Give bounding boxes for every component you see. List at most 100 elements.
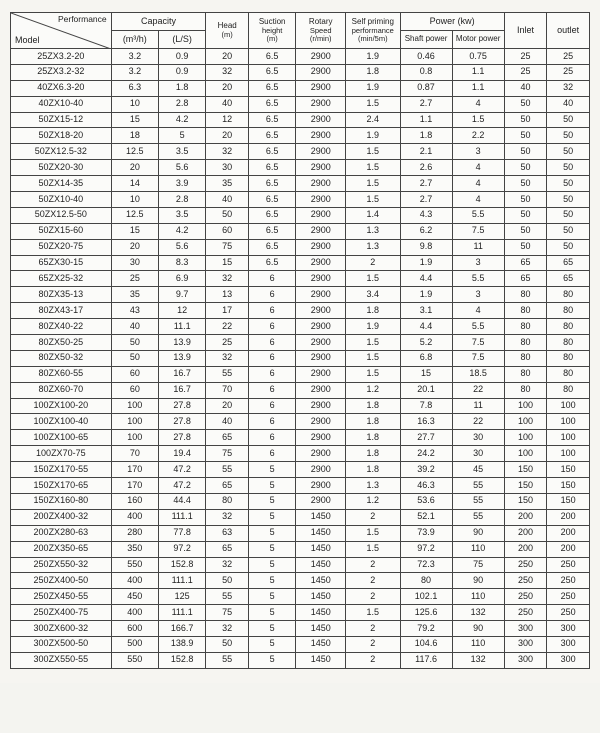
cell-value: 5 <box>159 128 206 144</box>
cell-value: 2.7 <box>400 96 452 112</box>
cell-value: 30 <box>206 160 249 176</box>
cell-value: 20 <box>206 49 249 65</box>
cell-value: 2900 <box>296 223 346 239</box>
cell-value: 6 <box>248 366 295 382</box>
cell-value: 150 <box>547 462 590 478</box>
cell-value: 0.8 <box>400 64 452 80</box>
table-row: 25ZX3.2-323.20.9326.529001.80.81.12525 <box>11 64 590 80</box>
cell-value: 65 <box>206 430 249 446</box>
cell-value: 4.4 <box>400 319 452 335</box>
table-row: 50ZX18-20185206.529001.91.82.25050 <box>11 128 590 144</box>
spec-table: Performance Model Capacity Head (m) Suct… <box>10 12 590 669</box>
cell-value: 2900 <box>296 335 346 351</box>
cell-value: 15 <box>206 255 249 271</box>
table-row: 100ZX100-4010027.840629001.816.322100100 <box>11 414 590 430</box>
cell-value: 0.87 <box>400 80 452 96</box>
table-row: 300ZX500-50500138.950514502104.611030030… <box>11 636 590 652</box>
cell-value: 6.5 <box>248 192 295 208</box>
cell-value: 5 <box>248 462 295 478</box>
header-selfpriming-unit: (min/5m) <box>346 35 399 43</box>
header-rotary-unit: (r/min) <box>296 35 345 43</box>
table-row: 200ZX280-6328077.863514501.573.990200200 <box>11 525 590 541</box>
page: Performance Model Capacity Head (m) Suct… <box>0 0 600 683</box>
cell-value: 1450 <box>296 652 346 668</box>
cell-value: 50 <box>547 192 590 208</box>
cell-value: 50 <box>547 207 590 223</box>
cell-value: 65 <box>206 478 249 494</box>
cell-value: 250 <box>504 605 547 621</box>
header-selfpriming-label: Self priming <box>352 17 394 26</box>
table-row: 40ZX10-40102.8406.529001.52.745040 <box>11 96 590 112</box>
cell-model: 25ZX3.2-32 <box>11 64 112 80</box>
header-self-priming: Self priming performance (min/5m) <box>346 13 400 49</box>
cell-value: 2900 <box>296 192 346 208</box>
cell-value: 111.1 <box>159 573 206 589</box>
table-row: 25ZX3.2-203.20.9206.529001.90.460.752525 <box>11 49 590 65</box>
cell-value: 30 <box>452 430 504 446</box>
cell-value: 3.2 <box>111 64 158 80</box>
table-row: 150ZX170-5517047.255529001.839.245150150 <box>11 462 590 478</box>
cell-value: 2900 <box>296 176 346 192</box>
cell-value: 47.2 <box>159 462 206 478</box>
cell-value: 60 <box>111 382 158 398</box>
cell-value: 50 <box>547 112 590 128</box>
cell-value: 80 <box>547 303 590 319</box>
cell-value: 1.3 <box>346 478 400 494</box>
cell-value: 6 <box>248 414 295 430</box>
cell-value: 110 <box>452 636 504 652</box>
cell-value: 25 <box>547 49 590 65</box>
cell-value: 550 <box>111 557 158 573</box>
table-row: 50ZX12.5-5012.53.5506.529001.44.35.55050 <box>11 207 590 223</box>
cell-value: 12.5 <box>111 207 158 223</box>
cell-value: 13.9 <box>159 350 206 366</box>
cell-value: 1450 <box>296 557 346 573</box>
cell-value: 10 <box>111 192 158 208</box>
cell-model: 50ZX12.5-50 <box>11 207 112 223</box>
cell-model: 80ZX43-17 <box>11 303 112 319</box>
cell-value: 40 <box>206 414 249 430</box>
table-row: 80ZX60-556016.755629001.51518.58080 <box>11 366 590 382</box>
cell-value: 32 <box>206 557 249 573</box>
table-body: 25ZX3.2-203.20.9206.529001.90.460.752525… <box>11 49 590 669</box>
cell-value: 2900 <box>296 207 346 223</box>
cell-value: 77.8 <box>159 525 206 541</box>
cell-value: 250 <box>547 605 590 621</box>
header-shaft-power: Shaft power <box>400 31 452 49</box>
cell-value: 6.5 <box>248 144 295 160</box>
cell-value: 80 <box>206 493 249 509</box>
cell-value: 1.5 <box>346 192 400 208</box>
cell-value: 6.5 <box>248 160 295 176</box>
cell-value: 1450 <box>296 589 346 605</box>
cell-value: 25 <box>504 64 547 80</box>
cell-value: 2 <box>346 573 400 589</box>
header-suction-unit: (m) <box>249 35 295 43</box>
cell-value: 1450 <box>296 636 346 652</box>
cell-model: 250ZX400-75 <box>11 605 112 621</box>
cell-model: 50ZX12.5-32 <box>11 144 112 160</box>
cell-model: 300ZX500-50 <box>11 636 112 652</box>
cell-value: 6.9 <box>159 271 206 287</box>
header-power: Power (kw) <box>400 13 504 31</box>
cell-value: 150 <box>504 462 547 478</box>
cell-value: 152.8 <box>159 557 206 573</box>
table-row: 50ZX10-40102.8406.529001.52.745050 <box>11 192 590 208</box>
table-row: 50ZX20-30205.6306.529001.52.645050 <box>11 160 590 176</box>
cell-value: 150 <box>504 493 547 509</box>
cell-model: 100ZX100-20 <box>11 398 112 414</box>
cell-value: 150 <box>547 493 590 509</box>
cell-model: 150ZX170-55 <box>11 462 112 478</box>
cell-value: 27.7 <box>400 430 452 446</box>
table-row: 250ZX450-5545012555514502102.1110250250 <box>11 589 590 605</box>
cell-value: 250 <box>504 557 547 573</box>
cell-value: 6.5 <box>248 255 295 271</box>
cell-value: 1.9 <box>346 49 400 65</box>
cell-value: 80 <box>547 350 590 366</box>
cell-value: 50 <box>206 573 249 589</box>
header-capacity: Capacity <box>111 13 206 31</box>
cell-value: 250 <box>504 573 547 589</box>
cell-value: 18.5 <box>452 366 504 382</box>
cell-value: 6 <box>248 271 295 287</box>
cell-value: 6.5 <box>248 49 295 65</box>
cell-value: 47.2 <box>159 478 206 494</box>
cell-value: 5 <box>248 493 295 509</box>
